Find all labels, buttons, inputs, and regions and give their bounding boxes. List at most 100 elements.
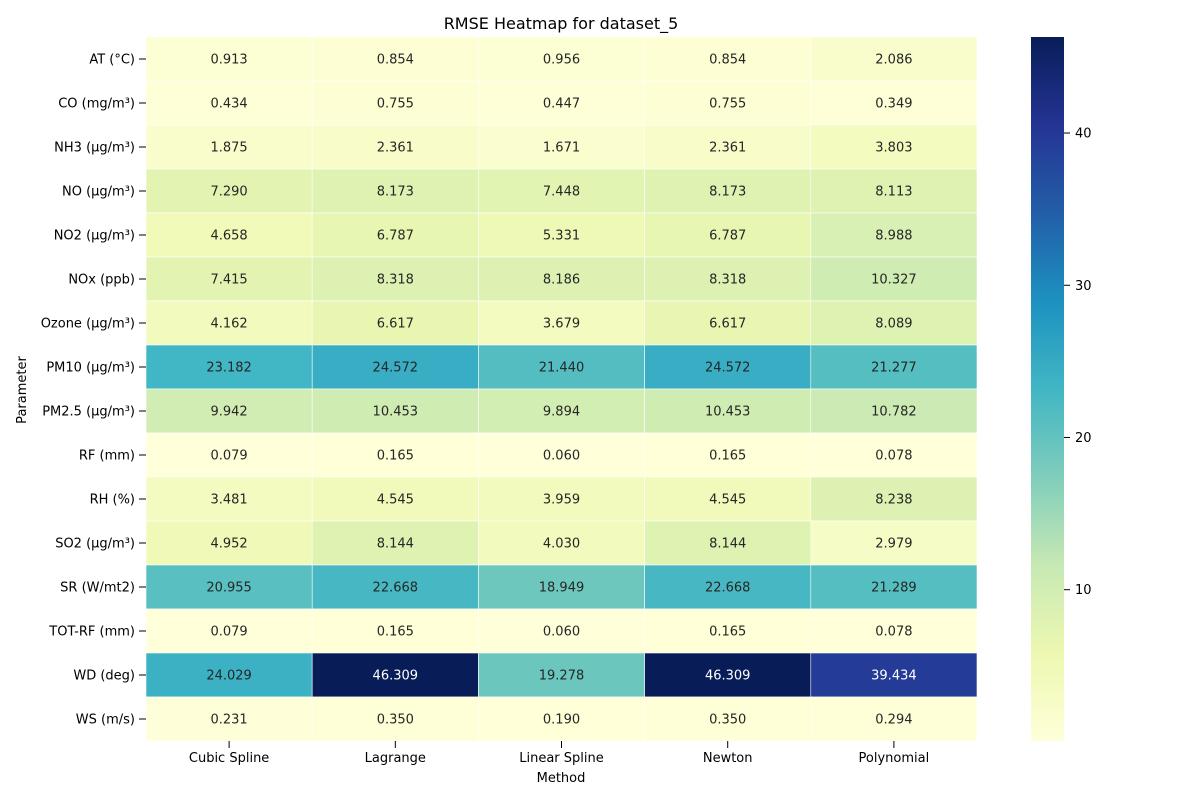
heatmap-cell: [810, 476, 978, 522]
heatmap-cell: [311, 344, 479, 390]
heatmap-cell: [145, 476, 313, 522]
cell-value-label: 2.979: [875, 537, 912, 552]
cell-value-label: 0.165: [709, 449, 746, 464]
heatmap-cell: [145, 520, 313, 566]
y-tick-label: NO (µg/m³): [62, 185, 135, 200]
heatmap-cell: [311, 608, 479, 654]
heatmap-cell: [311, 696, 479, 742]
x-tick-label: Linear Spline: [519, 751, 604, 766]
heatmap-cell: [478, 124, 645, 170]
cell-value-label: 0.165: [709, 625, 746, 640]
y-tick-label: NH3 (µg/m³): [54, 141, 135, 156]
cell-value-label: 1.875: [210, 141, 247, 156]
cell-value-label: 0.349: [875, 97, 912, 112]
heatmap-cell: [810, 696, 978, 742]
heatmap-cell: [311, 652, 479, 698]
cell-value-label: 46.309: [373, 669, 419, 684]
cell-value-label: 8.318: [709, 273, 746, 288]
heatmap-cell: [478, 80, 645, 126]
heatmap-cell: [810, 36, 978, 82]
cell-annotations: 0.913 0.854 0.956 0.854 2.086 0.434 0.755 0.447…: [206, 53, 916, 728]
heatmap-cell: [311, 564, 479, 610]
cell-value-label: 2.086: [875, 53, 912, 68]
colorbar-tick-label: 40: [1075, 127, 1092, 142]
cell-value-label: 10.453: [705, 405, 751, 420]
heatmap-cell: [478, 344, 645, 390]
y-tick-label: WD (deg): [73, 669, 135, 684]
heatmap-cell: [810, 80, 978, 126]
cell-value-label: 0.350: [709, 713, 746, 728]
heatmap-cell: [311, 432, 479, 478]
cell-value-label: 0.078: [875, 625, 912, 640]
cell-value-label: 5.331: [543, 229, 580, 244]
y-tick-label: AT (°C): [89, 53, 135, 68]
cell-value-label: 7.290: [210, 185, 247, 200]
cell-value-label: 2.361: [377, 141, 414, 156]
cell-value-label: 3.803: [875, 141, 912, 156]
heatmap-cell: [644, 652, 812, 698]
cell-value-label: 8.318: [377, 273, 414, 288]
heatmap-cell: [644, 476, 812, 522]
cell-value-label: 4.658: [210, 229, 247, 244]
cell-value-label: 4.162: [210, 317, 247, 332]
heatmap-cells: [145, 36, 978, 742]
heatmap-cell: [478, 388, 645, 434]
heatmap-cell: [311, 212, 479, 258]
heatmap-cell: [478, 696, 645, 742]
cell-value-label: 0.755: [377, 97, 414, 112]
heatmap-cell: [810, 432, 978, 478]
heatmap-cell: [311, 124, 479, 170]
cell-value-label: 7.415: [210, 273, 247, 288]
heatmap-cell: [810, 124, 978, 170]
heatmap-cell: [810, 256, 978, 302]
y-tick-label: Ozone (µg/m³): [41, 317, 135, 332]
heatmap-cell: [810, 388, 978, 434]
cell-value-label: 0.079: [210, 625, 247, 640]
heatmap-cell: [145, 564, 313, 610]
heatmap-cell: [311, 36, 479, 82]
heatmap-cell: [810, 564, 978, 610]
heatmap-cell: [644, 696, 812, 742]
y-axis-label: Parameter: [15, 356, 30, 424]
heatmap-cell: [145, 212, 313, 258]
cell-value-label: 8.144: [377, 537, 414, 552]
cell-value-label: 0.231: [210, 713, 247, 728]
cell-value-label: 39.434: [871, 669, 917, 684]
cell-value-label: 0.434: [210, 97, 247, 112]
cell-value-label: 22.668: [705, 581, 751, 596]
heatmap-cell: [478, 476, 645, 522]
cell-value-label: 20.955: [206, 581, 252, 596]
colorbar-tick-label: 10: [1075, 583, 1092, 598]
x-tick-label: Cubic Spline: [189, 751, 269, 766]
heatmap-cell: [810, 344, 978, 390]
heatmap-cell: [478, 212, 645, 258]
cell-value-label: 8.173: [377, 185, 414, 200]
cell-value-label: 0.913: [210, 53, 247, 68]
cell-value-label: 8.089: [875, 317, 912, 332]
y-tick-label: SR (W/mt2): [60, 581, 135, 596]
cell-value-label: 0.447: [543, 97, 580, 112]
heatmap-cell: [810, 212, 978, 258]
heatmap-cell: [810, 168, 978, 214]
y-tick-label: NO2 (µg/m³): [54, 229, 135, 244]
heatmap-cell: [145, 80, 313, 126]
y-tick-label: TOT-RF (mm): [48, 625, 135, 640]
heatmap-cell: [644, 256, 812, 302]
cell-value-label: 8.238: [875, 493, 912, 508]
cell-value-label: 24.572: [705, 361, 751, 376]
heatmap-cell: [478, 168, 645, 214]
cell-value-label: 18.949: [539, 581, 585, 596]
cell-value-label: 0.854: [377, 53, 414, 68]
heatmap-cell: [145, 300, 313, 346]
cell-value-label: 4.030: [543, 537, 580, 552]
heatmap-cell: [644, 124, 812, 170]
cell-value-label: 4.545: [377, 493, 414, 508]
cell-value-label: 6.617: [709, 317, 746, 332]
heatmap-cell: [311, 520, 479, 566]
heatmap-cell: [478, 652, 645, 698]
cell-value-label: 21.440: [539, 361, 585, 376]
heatmap-cell: [145, 432, 313, 478]
x-tick-label: Lagrange: [365, 751, 426, 766]
cell-value-label: 1.671: [543, 141, 580, 156]
